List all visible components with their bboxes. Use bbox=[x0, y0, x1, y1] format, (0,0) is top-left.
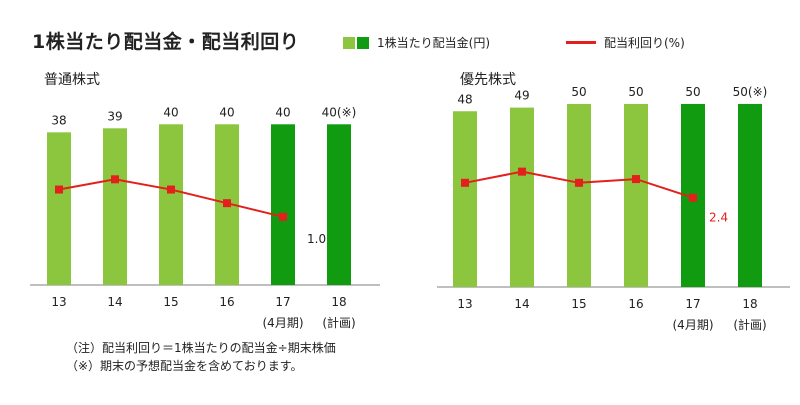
yield-point-common-17 bbox=[279, 212, 287, 221]
bar-common-18 bbox=[327, 124, 351, 286]
bar-label-preferred-15: 50 bbox=[571, 85, 586, 99]
bar-label-preferred-14: 49 bbox=[514, 89, 529, 103]
x-tick-preferred-14: 14 bbox=[514, 297, 529, 311]
bar-label-preferred-18: 50(※) bbox=[733, 85, 768, 99]
bar-common-14 bbox=[103, 128, 127, 285]
bar-label-common-17: 40 bbox=[275, 105, 290, 119]
bar-label-preferred-16: 50 bbox=[628, 85, 643, 99]
legend-dividend: 1株当たり配当金(円) bbox=[343, 34, 490, 51]
x-tick-preferred-13: 13 bbox=[457, 297, 472, 311]
note-forecast: （※）期末の予想配当金を含めております。 bbox=[66, 359, 303, 373]
x-tick-common-13: 13 bbox=[51, 295, 66, 309]
bar-common-17 bbox=[271, 124, 295, 286]
panel-title-common: 普通株式 bbox=[44, 72, 100, 88]
bar-preferred-15 bbox=[567, 103, 591, 287]
legend-yield: 配当利回り(%) bbox=[566, 34, 685, 51]
x-tick-preferred-18: 18 bbox=[742, 297, 757, 311]
x-tick-preferred-16: 16 bbox=[628, 297, 643, 311]
bar-preferred-18 bbox=[738, 103, 762, 287]
figure-title: 1株当たり配当金・配当利回り bbox=[32, 31, 300, 53]
yield-label-common-17: 1.0 bbox=[307, 232, 326, 246]
panel-title-preferred: 優先株式 bbox=[460, 72, 516, 88]
yield-point-common-16 bbox=[223, 199, 231, 208]
yield-point-preferred-16 bbox=[632, 175, 640, 184]
yield-point-preferred-17 bbox=[689, 193, 697, 202]
yield-point-common-14 bbox=[111, 175, 119, 184]
legend-swatch-light bbox=[343, 36, 355, 49]
x-tick-common-15: 15 bbox=[163, 295, 178, 309]
bar-common-13 bbox=[47, 132, 71, 285]
yield-point-common-13 bbox=[55, 185, 63, 194]
note-yield-definition: （注）配当利回り＝1株当たりの配当金÷期末株価 bbox=[66, 341, 336, 355]
x-sublabel-preferred-17: (4月期) bbox=[673, 318, 714, 332]
legend-line-swatch bbox=[566, 41, 596, 44]
x-tick-common-18: 18 bbox=[331, 295, 346, 309]
bar-label-common-13: 38 bbox=[51, 113, 66, 127]
bar-label-common-16: 40 bbox=[219, 105, 234, 119]
x-sublabel-preferred-18: (計画) bbox=[733, 317, 766, 332]
bar-preferred-14 bbox=[510, 107, 534, 287]
legend-yield-label: 配当利回り(%) bbox=[604, 36, 685, 50]
yield-label-preferred-17: 2.4 bbox=[709, 211, 728, 225]
yield-point-common-15 bbox=[167, 185, 175, 194]
x-tick-preferred-17: 17 bbox=[685, 297, 700, 311]
bar-label-common-14: 39 bbox=[107, 109, 122, 123]
yield-point-preferred-14 bbox=[518, 167, 526, 176]
x-tick-preferred-15: 15 bbox=[571, 297, 586, 311]
x-sublabel-common-18: (計画) bbox=[322, 315, 355, 330]
bar-label-preferred-17: 50 bbox=[685, 85, 700, 99]
x-tick-common-14: 14 bbox=[107, 295, 122, 309]
yield-point-preferred-13 bbox=[461, 178, 469, 187]
bar-label-common-15: 40 bbox=[163, 105, 178, 119]
bar-preferred-16 bbox=[624, 103, 648, 287]
bar-common-15 bbox=[159, 124, 183, 286]
bar-label-preferred-13: 48 bbox=[457, 92, 472, 106]
legend-dividend-label: 1株当たり配当金(円) bbox=[377, 36, 490, 50]
legend-swatch-dark bbox=[357, 36, 369, 49]
x-tick-common-17: 17 bbox=[275, 295, 290, 309]
yield-point-preferred-15 bbox=[575, 178, 583, 187]
bar-label-common-18: 40(※) bbox=[322, 105, 357, 119]
x-tick-common-16: 16 bbox=[219, 295, 234, 309]
x-sublabel-common-17: (4月期) bbox=[263, 316, 304, 330]
bar-preferred-13 bbox=[453, 111, 477, 288]
